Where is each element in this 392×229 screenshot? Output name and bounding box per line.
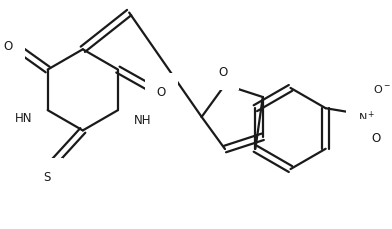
Text: O$^-$: O$^-$ — [373, 83, 391, 95]
Text: HN: HN — [15, 112, 32, 125]
Text: NH: NH — [133, 114, 151, 127]
Text: O: O — [218, 65, 228, 78]
Text: O: O — [156, 86, 166, 99]
Text: O: O — [371, 131, 380, 144]
Text: N$^+$: N$^+$ — [358, 109, 375, 124]
Text: O: O — [4, 40, 13, 53]
Text: S: S — [44, 171, 51, 183]
